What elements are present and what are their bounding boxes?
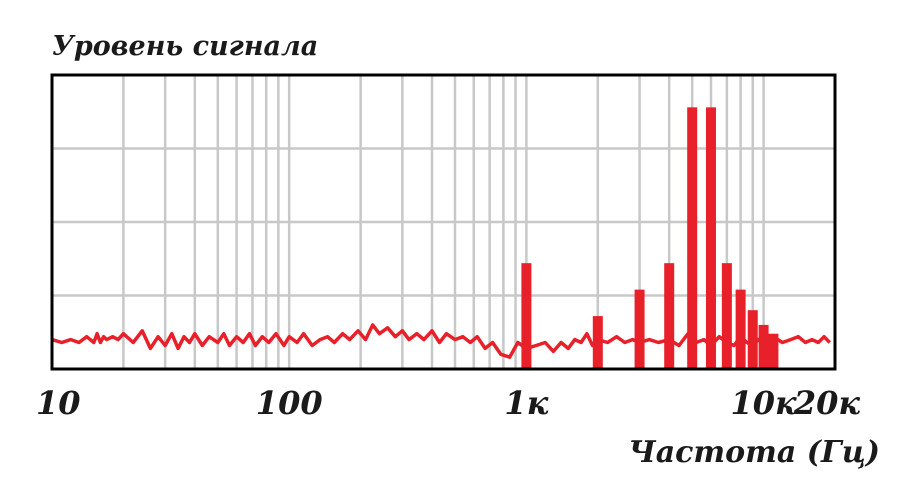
x-axis-label: Частота (Гц) [628, 435, 880, 470]
noise-floor [51, 323, 831, 359]
spectrum-bar [705, 107, 716, 368]
spectrum-bar [687, 107, 698, 368]
chart-title: Уровень сигнала [52, 31, 318, 62]
spectrum-bar [735, 289, 746, 368]
grid [52, 75, 835, 369]
spectrum-bar [768, 333, 779, 368]
spectrum-bar [758, 324, 769, 368]
noise-line [51, 323, 831, 359]
spectrum-bar [634, 289, 645, 368]
spectrum-bar [721, 263, 732, 368]
spectrum-bar [664, 263, 675, 368]
spectrum-bar [747, 310, 758, 368]
x-tick-label: 10к [731, 384, 798, 422]
x-tick-label: 100 [256, 384, 323, 422]
x-tick-label: 10 [36, 384, 81, 422]
x-tick-label: 1к [504, 384, 548, 422]
spectrum-bar [521, 263, 532, 368]
plot-frame [50, 73, 837, 371]
x-tick-label: 20к [793, 384, 861, 422]
